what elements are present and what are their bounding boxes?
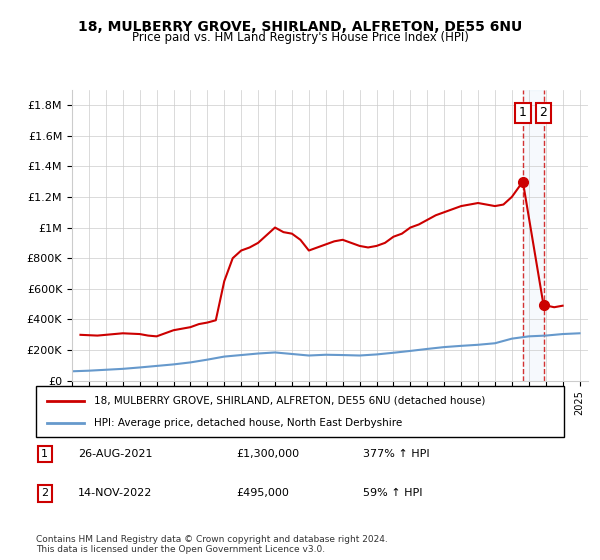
Text: Contains HM Land Registry data © Crown copyright and database right 2024.
This d: Contains HM Land Registry data © Crown c…	[36, 535, 388, 554]
Bar	[523, 90, 544, 381]
Text: 59% ↑ HPI: 59% ↑ HPI	[364, 488, 423, 498]
Text: 14-NOV-2022: 14-NOV-2022	[78, 488, 152, 498]
Text: 1: 1	[519, 106, 527, 119]
Text: £495,000: £495,000	[236, 488, 290, 498]
Text: 26-AUG-2021: 26-AUG-2021	[78, 449, 153, 459]
Text: HPI: Average price, detached house, North East Derbyshire: HPI: Average price, detached house, Nort…	[94, 418, 403, 428]
Text: 1: 1	[41, 449, 48, 459]
FancyBboxPatch shape	[36, 386, 564, 437]
Text: Price paid vs. HM Land Registry's House Price Index (HPI): Price paid vs. HM Land Registry's House …	[131, 31, 469, 44]
Text: 2: 2	[41, 488, 49, 498]
Text: £1,300,000: £1,300,000	[236, 449, 300, 459]
Text: 18, MULBERRY GROVE, SHIRLAND, ALFRETON, DE55 6NU (detached house): 18, MULBERRY GROVE, SHIRLAND, ALFRETON, …	[94, 395, 485, 405]
Text: 2: 2	[539, 106, 547, 119]
Text: 18, MULBERRY GROVE, SHIRLAND, ALFRETON, DE55 6NU: 18, MULBERRY GROVE, SHIRLAND, ALFRETON, …	[78, 20, 522, 34]
Text: 377% ↑ HPI: 377% ↑ HPI	[364, 449, 430, 459]
